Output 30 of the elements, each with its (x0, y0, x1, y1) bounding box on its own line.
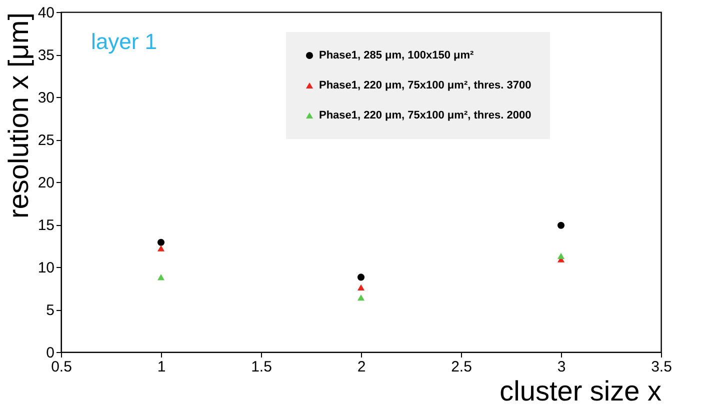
point (157, 245, 165, 252)
y-tick-label: 35 (38, 47, 54, 64)
y-tick-label: 5 (46, 302, 54, 319)
x-tick-label: 3.5 (651, 358, 672, 376)
x-tick-label: 2.5 (451, 358, 472, 376)
legend-label: Phase1, 220 μm, 75x100 μm², thres. 3700 (319, 80, 532, 92)
y-tick-label: 25 (38, 132, 54, 149)
legend-label: Phase1, 285 μm, 100x150 μm² (319, 50, 474, 62)
y-tick-label: 10 (38, 260, 54, 276)
point (557, 222, 565, 229)
point (357, 294, 365, 301)
y-tick-label: 15 (38, 217, 54, 234)
y-axis-title: resolution x [μm] (2, 12, 34, 218)
x-tick-label: 1.5 (251, 358, 272, 376)
point (357, 284, 365, 290)
point (357, 274, 365, 281)
point (557, 252, 565, 260)
annotation: layer 1 (91, 29, 158, 54)
legend-label: Phase1, 220 μm, 75x100 μm², thres. 2000 (319, 110, 532, 122)
x-tick-label: 1 (157, 358, 166, 376)
y-tick-label: 40 (38, 4, 54, 22)
y-tick-label: 30 (38, 90, 54, 106)
y-tick-label: 0 (46, 344, 54, 362)
point (157, 238, 165, 246)
x-tick-label: 0.5 (51, 358, 72, 376)
point (157, 274, 165, 280)
x-axis-title: cluster size x (500, 376, 662, 406)
x-tick-label: 3 (557, 358, 566, 376)
y-tick-label: 20 (38, 174, 54, 192)
x-tick-label: 2 (357, 358, 366, 376)
